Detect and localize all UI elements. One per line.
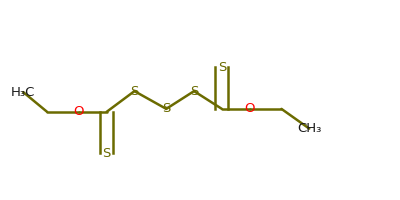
Text: O: O bbox=[244, 102, 255, 115]
Text: S: S bbox=[130, 85, 139, 98]
Text: S: S bbox=[218, 61, 226, 74]
Text: CH₃: CH₃ bbox=[297, 122, 322, 135]
Text: S: S bbox=[162, 102, 170, 115]
Text: O: O bbox=[74, 105, 84, 118]
Text: S: S bbox=[102, 147, 111, 160]
Text: S: S bbox=[190, 85, 198, 98]
Text: H₃C: H₃C bbox=[11, 86, 36, 99]
